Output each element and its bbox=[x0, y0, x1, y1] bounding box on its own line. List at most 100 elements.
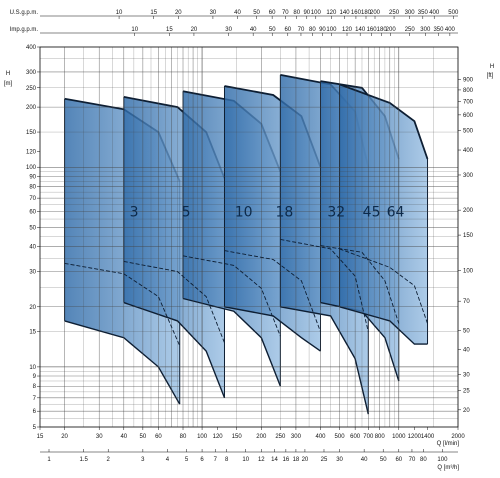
q-lmin-tick-label-50: 50 bbox=[140, 434, 147, 440]
h-ft-tick-label-100: 100 bbox=[463, 268, 474, 274]
q-m3h-tick-label-10: 10 bbox=[242, 457, 249, 463]
q-m3h-tick-label-3: 3 bbox=[141, 457, 145, 463]
h-ft-tick-label-50: 50 bbox=[463, 328, 470, 334]
q-m3h-tick-label-30: 30 bbox=[336, 457, 343, 463]
top-tick-label-0-10: 10 bbox=[116, 10, 123, 16]
zone-labels: 3 5 10 18 32 45 64 bbox=[130, 205, 405, 221]
q-m3h-tick-label-70: 70 bbox=[409, 457, 416, 463]
h-ft-tick-label-400: 400 bbox=[463, 148, 474, 154]
q-lmin-tick-label-300: 300 bbox=[291, 434, 302, 440]
h-ft-tick-label-300: 300 bbox=[463, 173, 474, 179]
plot-frame bbox=[39, 46, 459, 428]
zone-45-mid-curve bbox=[320, 245, 400, 324]
h-m-tick-label-90: 90 bbox=[29, 174, 36, 180]
q-m3h-tick-label-16: 16 bbox=[283, 457, 290, 463]
top-tick-label-0-15: 15 bbox=[150, 10, 157, 16]
h-ft-tick-label-500: 500 bbox=[463, 129, 474, 135]
h-m-tick-label-6: 6 bbox=[33, 409, 37, 415]
top-tick-label-0-100: 100 bbox=[311, 10, 322, 16]
h-ft-tick-label-25: 25 bbox=[463, 388, 470, 394]
q-m3h-tick-label-50: 50 bbox=[380, 457, 387, 463]
q-m3h-tick-label-14: 14 bbox=[271, 457, 278, 463]
h-m-axis-unit: [m] bbox=[4, 81, 13, 87]
top-tick-label-1-250: 250 bbox=[405, 27, 416, 33]
top-tick-label-0-250: 250 bbox=[389, 10, 400, 16]
h-ft-tick-label-20: 20 bbox=[463, 408, 470, 414]
h-m-tick-label-70: 70 bbox=[29, 196, 36, 202]
zone-label-18: 18 bbox=[276, 205, 294, 221]
zone-label-5: 5 bbox=[182, 205, 191, 221]
top-tick-label-0-180: 180 bbox=[361, 10, 372, 16]
top-tick-label-1-70: 70 bbox=[298, 27, 305, 33]
q-m3h-tick-label-12: 12 bbox=[258, 457, 265, 463]
q-m3h-tick-label-18: 18 bbox=[293, 457, 300, 463]
h-ft-tick-label-40: 40 bbox=[463, 348, 470, 354]
top-axis-label-1: Imp.g.p.m. bbox=[10, 27, 39, 33]
top-tick-label-1-80: 80 bbox=[309, 27, 316, 33]
q-m3h-axis-label: Q [m³/h] bbox=[437, 465, 459, 471]
q-lmin-tick-label-250: 250 bbox=[275, 434, 286, 440]
q-lmin-tick-label-400: 400 bbox=[315, 434, 326, 440]
top-tick-label-1-120: 120 bbox=[342, 27, 353, 33]
q-m3h-tick-label-4: 4 bbox=[166, 457, 170, 463]
q-lmin-tick-label-1000: 1000 bbox=[392, 434, 406, 440]
h-m-tick-label-100: 100 bbox=[26, 165, 37, 171]
zone-18-mid-curve bbox=[224, 250, 321, 332]
h-m-tick-label-400: 400 bbox=[26, 45, 37, 51]
zone-10-mid-curve bbox=[182, 255, 281, 337]
q-lmin-tick-label-60: 60 bbox=[155, 434, 162, 440]
top-tick-label-0-70: 70 bbox=[282, 10, 289, 16]
top-tick-label-1-15: 15 bbox=[166, 27, 173, 33]
zone-label-45: 45 bbox=[363, 205, 381, 221]
q-lmin-tick-label-2000: 2000 bbox=[451, 434, 465, 440]
zone-5-min-curve bbox=[123, 301, 226, 399]
q-m3h-tick-label-8: 8 bbox=[225, 457, 229, 463]
h-m-tick-label-250: 250 bbox=[26, 86, 37, 92]
zone-5-mid-curve bbox=[123, 260, 225, 343]
top-tick-label-1-350: 350 bbox=[433, 27, 444, 33]
q-m3h-tick-label-5: 5 bbox=[185, 457, 189, 463]
q-lmin-tick-label-100: 100 bbox=[197, 434, 208, 440]
top-tick-label-1-100: 100 bbox=[326, 27, 337, 33]
h-m-tick-label-7: 7 bbox=[33, 396, 37, 402]
zone-64-min-curve bbox=[339, 306, 428, 345]
q-lmin-tick-label-40: 40 bbox=[120, 434, 127, 440]
q-lmin-tick-label-700: 700 bbox=[363, 434, 374, 440]
zone-32-mid-curve bbox=[280, 238, 369, 332]
top-tick-label-0-140: 140 bbox=[340, 10, 351, 16]
q-lmin-tick-label-120: 120 bbox=[213, 434, 224, 440]
top-tick-label-1-300: 300 bbox=[420, 27, 431, 33]
bottom-axes: 15 20 30 40 50 60 80 100 120 150 200 250 300 400 500 60… bbox=[37, 427, 465, 471]
q-lmin-tick-label-150: 150 bbox=[232, 434, 243, 440]
top-axis-label-0: U.S.g.p.m. bbox=[10, 10, 39, 16]
h-m-tick-label-15: 15 bbox=[29, 330, 36, 336]
top-tick-label-1-10: 10 bbox=[131, 27, 138, 33]
top-tick-label-1-60: 60 bbox=[284, 27, 291, 33]
h-m-tick-label-150: 150 bbox=[26, 130, 37, 136]
q-m3h-tick-label-20: 20 bbox=[302, 457, 309, 463]
top-tick-label-0-500: 500 bbox=[448, 10, 459, 16]
top-tick-label-1-90: 90 bbox=[319, 27, 326, 33]
h-m-tick-label-60: 60 bbox=[29, 210, 36, 216]
top-tick-label-0-160: 160 bbox=[351, 10, 362, 16]
top-tick-label-0-50: 50 bbox=[253, 10, 260, 16]
zone-label-10: 10 bbox=[235, 205, 253, 221]
q-lmin-tick-label-800: 800 bbox=[375, 434, 386, 440]
right-axis: 20 25 30 40 50 70 100 150 200 300 400 500 600 700 800 9… bbox=[458, 64, 494, 414]
h-m-tick-label-10: 10 bbox=[29, 365, 36, 371]
top-tick-label-0-80: 80 bbox=[293, 10, 300, 16]
q-m3h-tick-label-1.5: 1.5 bbox=[79, 457, 88, 463]
q-lmin-tick-label-600: 600 bbox=[350, 434, 361, 440]
h-m-tick-label-80: 80 bbox=[29, 185, 36, 191]
zone-3-mid-curve bbox=[64, 262, 181, 346]
zone-64-mid-curve bbox=[339, 248, 428, 324]
top-tick-label-1-50: 50 bbox=[269, 27, 276, 33]
q-lmin-tick-label-20: 20 bbox=[61, 434, 68, 440]
h-m-axis-label: H bbox=[6, 71, 10, 77]
h-ft-tick-label-200: 200 bbox=[463, 208, 474, 214]
top-tick-label-0-40: 40 bbox=[234, 10, 241, 16]
zone-label-3: 3 bbox=[130, 205, 139, 221]
zone-10-min-curve bbox=[182, 297, 282, 387]
q-m3h-tick-label-25: 25 bbox=[321, 457, 328, 463]
